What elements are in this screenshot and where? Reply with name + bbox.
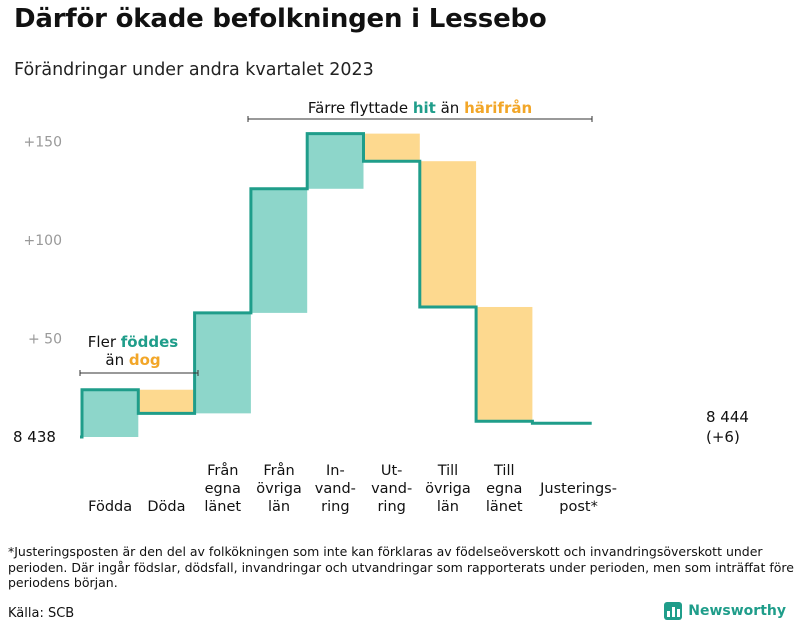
x-label-1: Döda	[147, 499, 185, 515]
x-label-2: Från egna länet	[204, 462, 241, 515]
source-label: Källa: SCB	[8, 606, 75, 621]
x-label-0: Födda	[88, 499, 132, 515]
brand-logo: Newsworthy	[664, 602, 786, 620]
y-tick-label: +150	[24, 135, 62, 151]
value-labels: 8 438 8 444 (+6)	[13, 408, 749, 446]
end-value-label: 8 444	[706, 408, 749, 426]
cumulative-step-line	[80, 132, 592, 439]
x-label-8: Justerings-post*	[539, 481, 617, 515]
start-value-label: 8 438	[13, 428, 56, 446]
step-line	[80, 132, 592, 439]
bar-invandring	[307, 133, 364, 189]
bar-till-övriga-län	[419, 161, 477, 307]
annotation-born-line2: än dog	[105, 351, 160, 369]
brand-name: Newsworthy	[688, 603, 786, 619]
waterfall-chart: +150 +100 + 50 Födda Döda Från egna länet Från ö…	[13, 99, 749, 515]
x-label-4: In-vand-ring	[315, 463, 356, 515]
y-axis: +150 +100 + 50	[24, 135, 62, 348]
x-axis-labels: Födda Döda Från egna länet Från övriga län In-va…	[88, 462, 617, 515]
y-tick-label: + 50	[28, 332, 62, 348]
chart-subtitle: Förändringar under andra kvartalet 2023	[14, 60, 374, 80]
y-tick-label: +100	[24, 233, 62, 249]
chart-title: Därför ökade befolkningen i Lessebo	[14, 4, 547, 34]
annotation-born-line1: Fler föddes	[88, 333, 178, 351]
annotation-moved-bracket	[247, 116, 593, 122]
bar-födda	[82, 389, 139, 437]
newsworthy-icon	[664, 602, 683, 620]
x-label-7: Till egna länet	[486, 463, 523, 515]
footnote: *Justeringsposten är den del av folkökni…	[8, 544, 794, 590]
bar-döda	[138, 389, 195, 414]
bar-utvandring	[363, 133, 420, 162]
bar-från-egna-länet	[194, 312, 251, 414]
end-change-label: (+6)	[706, 428, 740, 446]
annotations: Fler föddes än dog Färre flyttade hit än…	[79, 99, 593, 376]
x-label-3: Från övriga län	[256, 462, 302, 515]
x-label-6: Till övriga län	[425, 463, 471, 515]
bar-till-egna-länet	[476, 306, 533, 422]
bars	[82, 133, 533, 437]
annotation-moved: Färre flyttade hit än härifrån	[308, 99, 532, 117]
bar-från-övriga-län	[250, 188, 308, 313]
annotation-born-bracket	[79, 370, 199, 376]
x-label-5: Ut-vand-ring	[371, 463, 412, 515]
